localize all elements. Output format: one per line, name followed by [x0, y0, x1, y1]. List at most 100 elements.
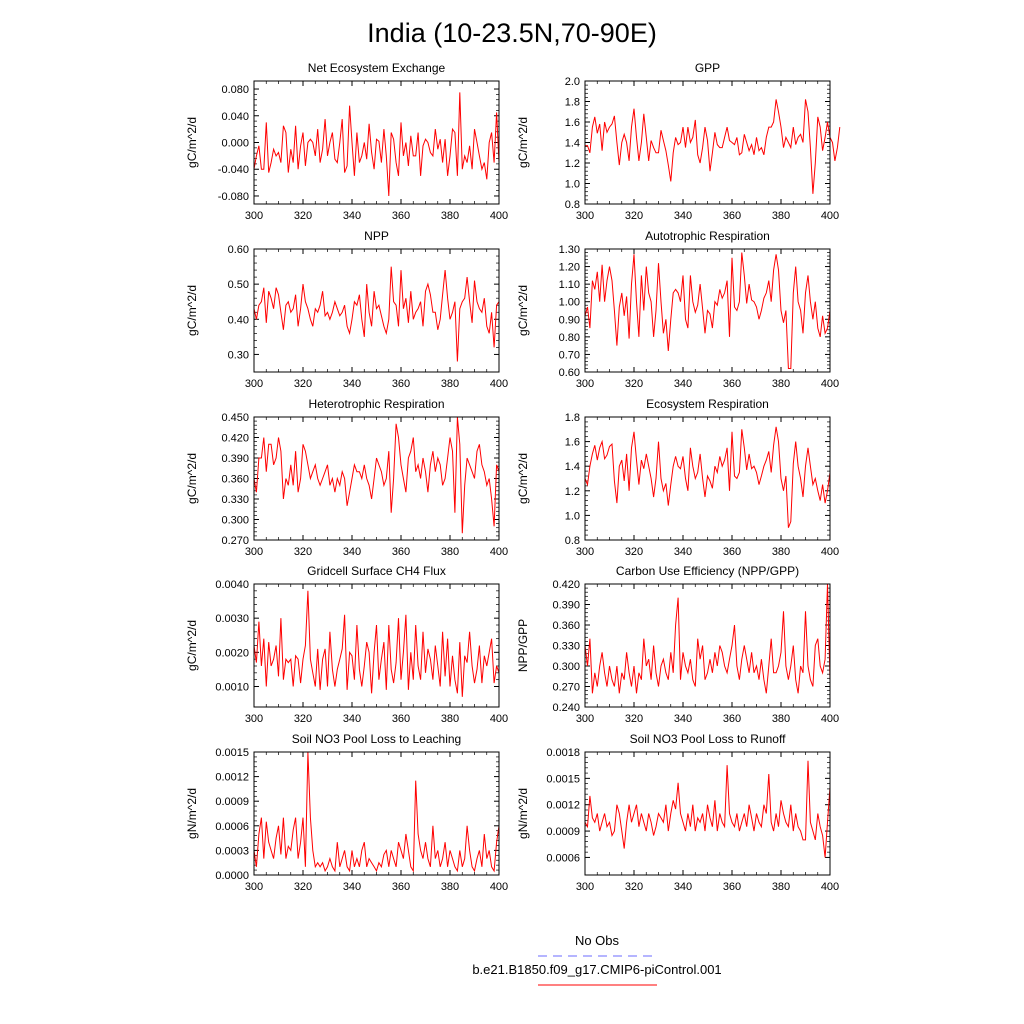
y-tick-label: 0.390: [552, 600, 580, 612]
y-tick-label: 0.0015: [546, 773, 580, 785]
y-tick-label: 0.40: [228, 314, 249, 326]
chart-title: NPP: [364, 229, 389, 243]
figure-title: India (10-23.5N,70-90E): [367, 18, 657, 48]
x-tick-label: 360: [723, 210, 741, 222]
x-tick-label: 400: [821, 713, 839, 725]
y-tick-label: 1.30: [559, 244, 580, 256]
x-tick-label: 340: [343, 713, 361, 725]
legend-label-obs: No Obs: [575, 933, 620, 948]
y-tick-label: 0.0010: [215, 682, 249, 694]
y-tick-label: 0.0003: [215, 845, 249, 857]
x-tick-label: 340: [343, 881, 361, 893]
series-line: [584, 252, 831, 369]
x-tick-label: 360: [392, 210, 410, 222]
x-tick-label: 360: [392, 378, 410, 390]
y-axis-label: gC/m^2/d: [516, 117, 530, 168]
x-tick-label: 300: [245, 378, 263, 390]
x-tick-label: 300: [245, 546, 263, 558]
x-tick-label: 320: [625, 210, 643, 222]
y-tick-label: 0.240: [552, 702, 580, 714]
x-tick-label: 380: [441, 546, 459, 558]
y-tick-label: 0.60: [559, 367, 580, 379]
y-axis-label: gC/m^2/d: [185, 285, 199, 336]
y-tick-label: 0.420: [552, 579, 580, 591]
x-tick-label: 320: [294, 713, 312, 725]
y-tick-label: -0.040: [218, 164, 249, 176]
y-tick-label: 0.50: [228, 279, 249, 291]
x-tick-label: 320: [625, 881, 643, 893]
y-tick-label: 0.300: [221, 515, 249, 527]
x-tick-label: 380: [441, 210, 459, 222]
x-tick-label: 400: [821, 210, 839, 222]
chart-panel-ecosystem-respiration: Ecosystem Respiration gC/m^2/d 300 320 340 36…: [516, 397, 839, 558]
y-tick-label: 0.080: [221, 84, 249, 96]
x-tick-label: 340: [343, 210, 361, 222]
chart-title: GPP: [695, 61, 720, 75]
x-tick-label: 380: [772, 378, 790, 390]
series-line: [253, 416, 500, 534]
y-tick-label: 1.2: [565, 486, 580, 498]
series-line: [584, 760, 831, 858]
y-tick-label: 0.0015: [215, 747, 249, 759]
y-tick-label: 1.8: [565, 412, 580, 424]
y-tick-label: 0.0009: [546, 826, 580, 838]
y-tick-label: 0.360: [221, 474, 249, 486]
y-tick-label: 1.2: [565, 158, 580, 170]
chart-title: Gridcell Surface CH4 Flux: [307, 564, 446, 578]
x-tick-label: 340: [674, 713, 692, 725]
x-tick-label: 380: [772, 210, 790, 222]
x-tick-label: 300: [245, 713, 263, 725]
series-line: [584, 426, 831, 528]
y-tick-label: 1.4: [565, 461, 580, 473]
y-axis-label: gN/m^2/d: [516, 788, 530, 839]
y-tick-label: 0.0018: [546, 747, 580, 759]
chart-title: Carbon Use Efficiency (NPP/GPP): [616, 564, 799, 578]
x-tick-label: 380: [772, 713, 790, 725]
x-tick-label: 360: [392, 713, 410, 725]
x-tick-label: 340: [674, 546, 692, 558]
chart-panel-carbon-use-efficiency-npp-gpp: Carbon Use Efficiency (NPP/GPP) NPP/GPP 30…: [516, 564, 839, 725]
y-tick-label: 0.360: [552, 620, 580, 632]
x-tick-label: 360: [723, 546, 741, 558]
y-tick-label: 0.0012: [546, 800, 580, 812]
plot-frame: [253, 751, 500, 876]
chart-title: Heterotrophic Respiration: [308, 397, 444, 411]
y-axis-label: gC/m^2/d: [516, 285, 530, 336]
x-tick-label: 400: [490, 881, 508, 893]
series-line: [253, 92, 500, 197]
y-tick-label: 1.20: [559, 262, 580, 274]
y-tick-label: 0.270: [552, 682, 580, 694]
y-tick-label: 1.0: [565, 179, 580, 191]
y-tick-label: 0.0030: [215, 613, 249, 625]
chart-panel-soil-no3-pool-loss-to-leaching: Soil NO3 Pool Loss to Leaching gN/m^2/d 30…: [185, 732, 508, 893]
x-tick-label: 300: [245, 210, 263, 222]
y-tick-label: 0.300: [552, 661, 580, 673]
x-tick-label: 400: [490, 378, 508, 390]
x-tick-label: 320: [294, 210, 312, 222]
x-tick-label: 320: [625, 713, 643, 725]
y-tick-label: 0.000: [221, 138, 249, 150]
y-tick-label: 0.0020: [215, 647, 249, 659]
chart-panel-autotrophic-respiration: Autotrophic Respiration gC/m^2/d 300 320 340…: [516, 229, 839, 390]
chart-panel-heterotrophic-respiration: Heterotrophic Respiration gC/m^2/d 300 320 3…: [185, 397, 508, 558]
series-line: [253, 266, 500, 362]
x-tick-label: 300: [576, 210, 594, 222]
plot-frame: [584, 80, 831, 205]
y-tick-label: 2.0: [565, 76, 580, 88]
y-tick-label: 0.040: [221, 111, 249, 123]
y-tick-label: 0.0000: [215, 870, 249, 882]
y-tick-label: 1.0: [565, 510, 580, 522]
legend: No Obs b.e21.B1850.f09_g17.CMIP6-piContr…: [472, 933, 722, 986]
y-tick-label: 0.270: [221, 535, 249, 547]
chart-title: Soil NO3 Pool Loss to Leaching: [292, 732, 461, 746]
chart-panel-npp: NPP gC/m^2/d 300 320 340 360 380 400 0.30 0.40 0.5…: [185, 229, 508, 390]
y-tick-label: 0.8: [565, 535, 580, 547]
x-tick-label: 340: [674, 210, 692, 222]
chart-panel-gridcell-surface-ch4-flux: Gridcell Surface CH4 Flux gC/m^2/d 300 320 3…: [185, 564, 508, 725]
x-tick-label: 320: [294, 881, 312, 893]
y-tick-label: 0.0006: [546, 852, 580, 864]
y-tick-label: 1.6: [565, 437, 580, 449]
y-tick-label: 0.0009: [215, 796, 249, 808]
x-tick-label: 400: [821, 546, 839, 558]
series-line: [585, 99, 841, 194]
